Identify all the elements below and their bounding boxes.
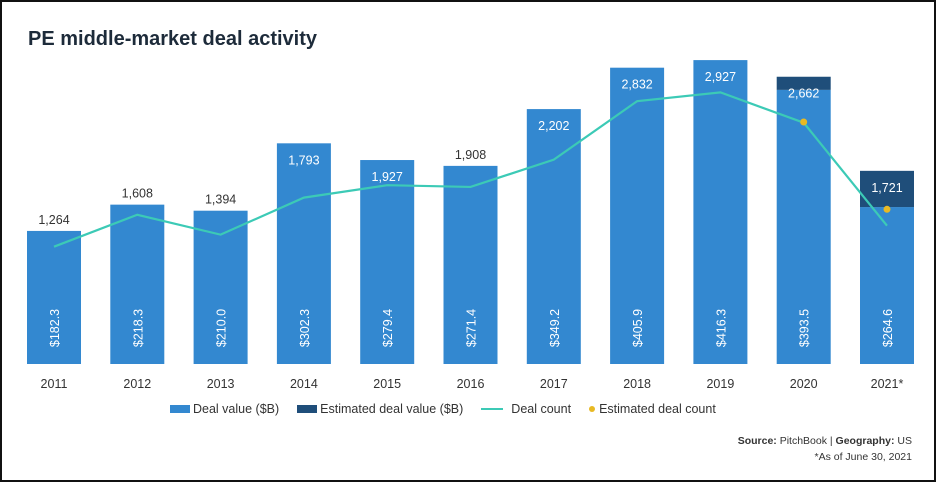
bar-deal-value: [443, 165, 498, 364]
x-tick-label: 2012: [123, 377, 151, 391]
x-tick-label: 2011: [41, 377, 68, 391]
bar-deal-value: [360, 160, 415, 364]
count-label: 1,927: [372, 170, 403, 184]
geography-value: US: [894, 435, 912, 447]
value-label: $279.4: [381, 309, 395, 347]
legend-swatch: [481, 408, 504, 410]
value-label: $416.3: [714, 309, 728, 347]
legend-label: Estimated deal count: [599, 402, 716, 416]
count-label: 1,793: [288, 153, 319, 167]
value-label: $393.5: [798, 309, 812, 347]
x-tick-label: 2021*: [871, 377, 904, 391]
geography-label: Geography:: [835, 435, 895, 447]
legend-label: Deal count: [511, 402, 572, 416]
x-tick-label: 2018: [623, 377, 651, 391]
x-tick-label: 2020: [790, 377, 818, 391]
x-tick-label: 2015: [373, 377, 401, 391]
value-label: $264.6: [881, 309, 895, 347]
x-tick-label: 2016: [457, 377, 485, 391]
legend-swatch: [297, 405, 318, 413]
estimated-deal-count-point: [883, 205, 891, 213]
bar-deal-value: [860, 207, 914, 364]
bar-deal-value: [27, 230, 81, 364]
legend-estimated-deal-count: Estimated deal count: [589, 402, 716, 416]
count-label: 1,721: [871, 181, 902, 195]
source-label: Source:: [737, 435, 777, 447]
legend-swatch: [170, 405, 190, 413]
count-label: 2,927: [705, 70, 736, 84]
value-label: $210.0: [215, 309, 229, 347]
value-label: $349.2: [548, 309, 562, 347]
x-tick-label: 2019: [706, 377, 734, 391]
count-label: 1,394: [205, 193, 236, 207]
source-line: Source: PitchBook | Geography: US: [738, 435, 912, 447]
bar-estimated-deal-value: [776, 76, 831, 90]
count-label: 2,832: [621, 78, 652, 92]
count-label: 2,202: [538, 119, 569, 133]
source-value: PitchBook |: [776, 435, 836, 447]
value-label: $218.3: [131, 309, 145, 347]
value-label: $182.3: [48, 309, 62, 347]
bar-deal-value: [776, 89, 831, 364]
bar-deal-value: [610, 67, 665, 365]
value-label: $302.3: [298, 309, 312, 347]
legend-deal-value: Deal value ($B): [170, 402, 279, 416]
footnote: *As of June 30, 2021: [814, 451, 913, 463]
bar-deal-value: [276, 143, 331, 364]
x-tick-label: 2017: [540, 377, 568, 391]
bar-estimated-deal-value: [860, 170, 914, 208]
estimated-deal-count-point: [800, 118, 808, 126]
x-tick-label: 2013: [207, 377, 235, 391]
bar-deal-value: [110, 204, 165, 364]
legend-estimated-deal-value: Estimated deal value ($B): [297, 402, 463, 416]
legend-swatch: [589, 406, 596, 412]
count-label: 1,264: [38, 213, 69, 227]
legend-label: Deal value ($B): [193, 402, 280, 416]
x-tick-label: 2014: [290, 377, 318, 391]
legend: Deal value ($B) Estimated deal value ($B…: [170, 402, 734, 416]
chart-title: PE middle-market deal activity: [28, 28, 318, 50]
chart-plot: $182.3 1,264 2011 $218.3 1,608 2012 $210.0 1,39…: [27, 60, 914, 391]
bar-deal-value: [526, 109, 581, 364]
legend-deal-count: Deal count: [481, 402, 571, 416]
bar-deal-value: [693, 60, 748, 364]
value-label: $405.9: [631, 309, 645, 347]
count-label: 1,608: [122, 187, 153, 201]
count-label: 1,908: [455, 148, 486, 162]
deal-count-line: [53, 91, 888, 248]
value-label: $271.4: [465, 309, 479, 347]
bar-deal-value: [193, 210, 248, 364]
count-label: 2,662: [788, 87, 819, 101]
legend-label: Estimated deal value ($B): [320, 402, 464, 416]
